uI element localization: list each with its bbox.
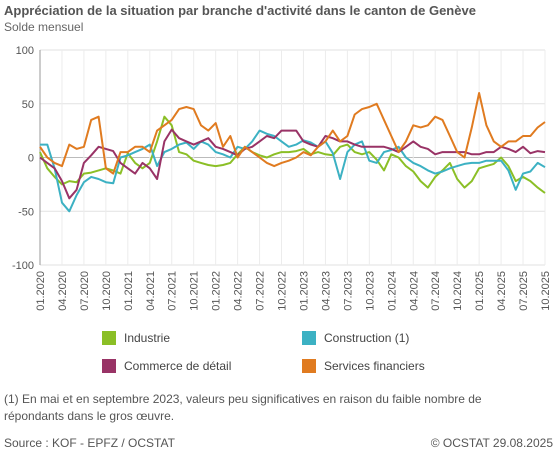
legend-label: Construction (1) [324, 331, 410, 345]
legend-label: Commerce de détail [124, 359, 232, 373]
series-line-2[interactable] [39, 128, 546, 200]
x-tick-label: 01.2024 [386, 271, 398, 311]
x-tick-label: 04.2020 [57, 271, 69, 311]
x-tick-label: 01.2021 [123, 271, 135, 311]
legend-swatch [102, 331, 116, 345]
series-line-3[interactable] [39, 92, 546, 175]
x-tick-label: 07.2024 [430, 271, 442, 311]
x-tick-label: 04.2024 [408, 271, 420, 311]
series-line-1[interactable] [40, 129, 546, 213]
legend-item-industrie[interactable]: Industrie [102, 331, 170, 345]
legend-label: Industrie [124, 331, 171, 345]
x-tick-label: 01.2025 [474, 271, 486, 311]
footnote: (1) En mai et en septembre 2023, valeurs… [4, 392, 482, 423]
legend-item-construction[interactable]: Construction (1) [302, 331, 409, 345]
legend-item-services-financiers[interactable]: Services financiers [302, 359, 425, 373]
x-tick-label: 07.2022 [255, 271, 267, 311]
y-tick-label: 0 [28, 153, 34, 165]
x-tick-label: 01.2023 [298, 271, 310, 311]
y-tick-label: 100 [16, 45, 34, 57]
x-tick-label: 01.2022 [211, 271, 223, 311]
legend-label: Services financiers [324, 359, 425, 373]
y-tick-label: 50 [22, 99, 34, 111]
legend-item-commerce[interactable]: Commerce de détail [102, 359, 231, 373]
x-tick-label: 04.2022 [233, 271, 245, 311]
x-tick-label: 10.2023 [364, 271, 376, 311]
x-tick-label: 10.2020 [101, 271, 113, 311]
x-tick-label: 04.2021 [145, 271, 157, 311]
chart-legend: Industrie Construction (1) Commerce de d… [0, 328, 557, 378]
legend-swatch [302, 331, 316, 345]
x-tick-label: 10.2024 [452, 271, 464, 311]
legend-swatch [102, 359, 116, 373]
x-tick-label: 07.2023 [342, 271, 354, 311]
x-tick-label: 01.2020 [35, 271, 47, 311]
chart-title: Appréciation de la situation par branche… [4, 3, 476, 18]
line-chart: -100 -50 0 50 100 01.2020 04.2020 07.2020 10.20… [12, 45, 552, 311]
x-tick-label: 10.2025 [540, 271, 552, 311]
series-line-0[interactable] [39, 115, 546, 194]
x-tick-label: 07.2021 [167, 271, 179, 311]
x-tick-label: 04.2023 [320, 271, 332, 311]
chart-subtitle: Solde mensuel [4, 20, 84, 34]
x-tick-label: 10.2021 [189, 271, 201, 311]
x-tick-label: 07.2025 [518, 271, 530, 311]
y-tick-label: -50 [18, 206, 34, 218]
y-tick-label: -100 [12, 260, 34, 272]
source-text: Source : KOF - EPFZ / OCSTAT [4, 436, 175, 450]
legend-swatch [302, 359, 316, 373]
x-tick-label: 10.2022 [277, 271, 289, 311]
x-tick-label: 07.2020 [79, 271, 91, 311]
copyright-text: © OCSTAT 29.08.2025 [430, 436, 553, 450]
x-tick-label: 04.2025 [496, 271, 508, 311]
